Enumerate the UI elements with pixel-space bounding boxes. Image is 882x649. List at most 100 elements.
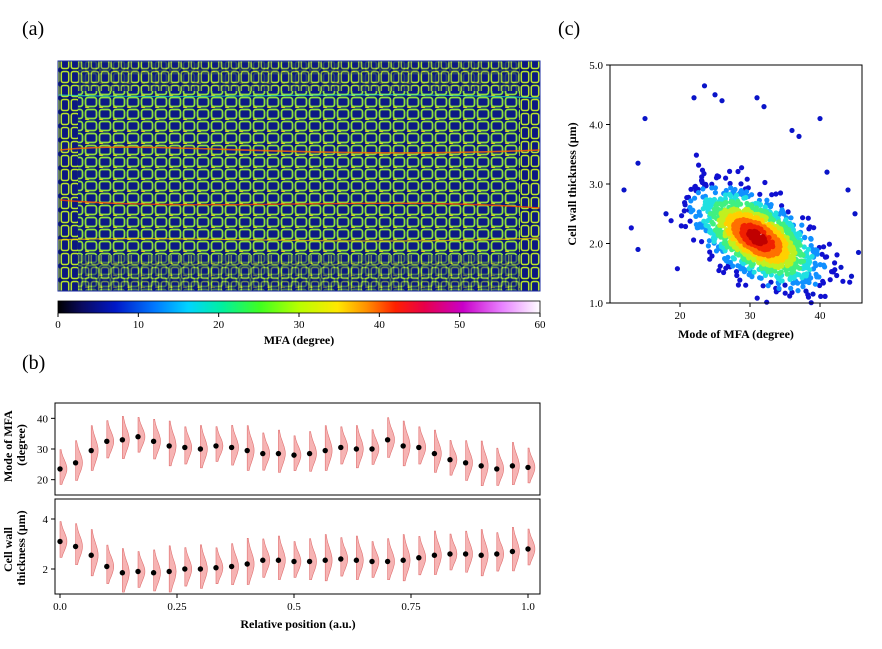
- scatter-point: [834, 252, 840, 258]
- scatter-point: [779, 203, 785, 209]
- colorbar-tick-label: 20: [213, 319, 225, 331]
- violin-mode-point: [135, 568, 141, 575]
- scatter-point: [817, 115, 823, 122]
- violin-shape: [527, 447, 536, 484]
- scatter-point: [802, 235, 808, 241]
- scatter-point: [743, 282, 749, 288]
- violin-mode-point: [260, 557, 266, 563]
- violin-shape: [480, 529, 489, 577]
- scatter-point: [737, 277, 743, 283]
- scatter-point: [788, 285, 794, 291]
- scatter-point: [735, 168, 741, 175]
- scatter-point: [789, 289, 795, 295]
- scatter-point: [688, 198, 694, 204]
- scatter-point: [700, 186, 706, 192]
- scatter-point: [805, 215, 811, 221]
- violin-shape: [449, 533, 458, 571]
- violin-ytick-label: 4: [43, 514, 49, 526]
- colorbar: 0 10 20 30 40 50 60 MFA (degree): [55, 300, 546, 347]
- violin-shape: [246, 537, 255, 585]
- scatter-point: [817, 262, 823, 268]
- violin-mode-point: [369, 558, 375, 565]
- violin-xtick-label: 0.0: [53, 601, 67, 613]
- violin-ytick-label: 40: [37, 413, 49, 425]
- scatter-point: [710, 221, 716, 227]
- scatter-point: [699, 239, 705, 245]
- violin-shape: [122, 415, 130, 459]
- scatter-point: [776, 285, 782, 292]
- violin-mode-point: [260, 450, 266, 457]
- scatter-point: [761, 104, 767, 110]
- violin-ytick-label: 20: [37, 475, 49, 487]
- scatter-point: [679, 213, 685, 219]
- scatter-point: [678, 223, 684, 229]
- scatter-point: [800, 284, 806, 290]
- scatter-point: [690, 207, 696, 213]
- mfa-map-panel: 0 10 20 30 40 50 60 MFA (degree): [55, 60, 546, 347]
- violin-shape: [512, 526, 520, 572]
- violin-mode-point: [213, 443, 219, 449]
- scatter-point: [712, 92, 718, 98]
- scatter-point: [754, 295, 760, 301]
- scatter-point: [723, 175, 729, 181]
- violin-mode-point: [244, 561, 250, 567]
- scatter-point: [764, 299, 770, 305]
- colorbar-tick-label: 10: [133, 319, 145, 331]
- violin-mode-point: [119, 570, 126, 576]
- violin-shape: [90, 529, 99, 577]
- scatter-point: [848, 273, 855, 279]
- scatter-point: [744, 176, 750, 182]
- violin-shape: [512, 442, 520, 485]
- violin-shape: [278, 535, 286, 580]
- violin-mode-point: [338, 444, 344, 451]
- violin-mode-point: [509, 548, 516, 555]
- scatter-point: [755, 235, 761, 241]
- violin-xlabel: Relative position (a.u.): [240, 617, 355, 631]
- violin-shape: [137, 551, 146, 588]
- violin-mode-point: [275, 450, 282, 457]
- scatter-point: [730, 255, 736, 261]
- violin-mode-point: [494, 466, 500, 472]
- violin-mode-point: [182, 444, 188, 451]
- violin-top-ylabel-line1: Mode of MFA: [1, 410, 15, 482]
- violin-mode-point: [72, 460, 79, 466]
- violin-shape: [387, 538, 395, 581]
- scatter-point: [741, 195, 747, 201]
- scatter-ytick-label: 2.0: [589, 239, 603, 251]
- violin-ytick-label: 2: [43, 564, 49, 576]
- scatter-ytick-label: 5.0: [589, 60, 603, 72]
- scatter-point: [812, 281, 818, 287]
- scatter-point: [827, 277, 833, 283]
- violin-shape: [324, 534, 333, 582]
- violin-mode-point: [166, 568, 172, 575]
- violin-mode-point: [447, 551, 453, 557]
- scatter-point: [692, 195, 698, 201]
- violin-shape: [309, 538, 317, 581]
- violin-shape: [293, 435, 302, 471]
- violin-shape: [168, 545, 177, 593]
- scatter-point: [716, 267, 722, 274]
- scatter-point: [725, 254, 731, 260]
- violin-mode-point: [72, 543, 79, 550]
- violin-shape: [387, 417, 395, 458]
- violin-mode-point: [228, 563, 235, 570]
- violin-shape: [356, 425, 364, 469]
- violin-shape: [184, 426, 193, 465]
- scatter-point: [722, 192, 728, 198]
- violin-shape: [465, 530, 473, 573]
- scatter-point: [727, 168, 733, 174]
- scatter-point: [832, 260, 838, 266]
- scatter-point: [757, 191, 763, 197]
- b-bottom-frame: [54, 498, 541, 595]
- scatter-point: [738, 181, 744, 187]
- violin-shape: [371, 429, 380, 465]
- violin-shape: [324, 425, 333, 471]
- violin-mode-point: [462, 460, 469, 466]
- violin-shape: [231, 425, 239, 466]
- violin-shape: [106, 544, 115, 584]
- violin-mode-point: [509, 463, 516, 469]
- scatter-point: [728, 185, 734, 191]
- violin-mode-point: [119, 437, 126, 443]
- scatter-point: [628, 225, 634, 231]
- scatter-point: [721, 201, 727, 207]
